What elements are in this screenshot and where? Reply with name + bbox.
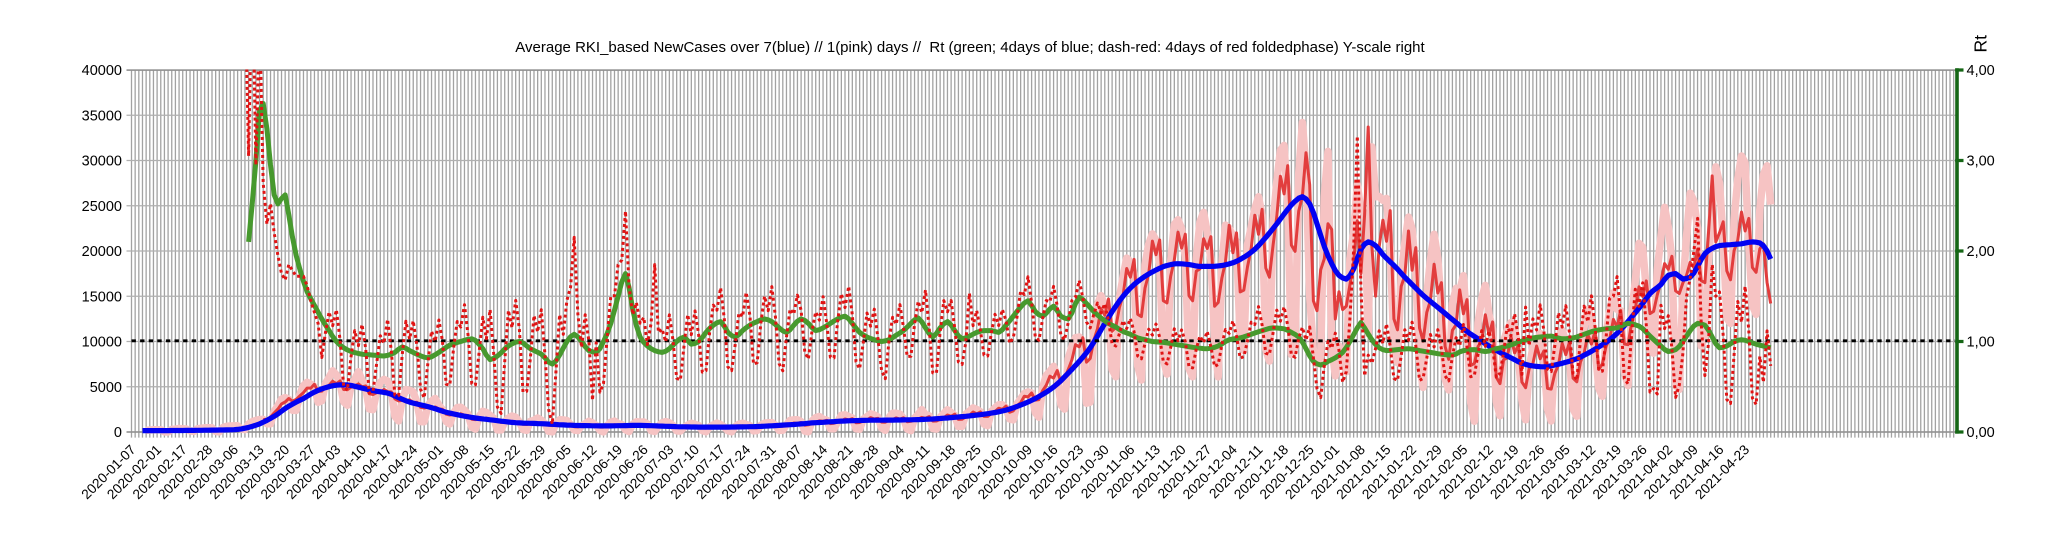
svg-text:Average RKI_based NewCases ove: Average RKI_based NewCases over 7(blue) …: [515, 39, 1425, 56]
svg-text:Rt: Rt: [1971, 35, 1991, 53]
svg-text:0: 0: [114, 425, 122, 441]
svg-text:3,00: 3,00: [1967, 154, 1995, 170]
svg-text:20000: 20000: [82, 244, 122, 260]
svg-text:0,00: 0,00: [1967, 425, 1995, 441]
svg-text:1,00: 1,00: [1967, 335, 1995, 351]
svg-text:10000: 10000: [82, 335, 122, 351]
svg-text:4,00: 4,00: [1967, 63, 1995, 79]
svg-text:35000: 35000: [82, 108, 122, 124]
svg-text:5000: 5000: [90, 380, 122, 396]
svg-text:2,00: 2,00: [1967, 244, 1995, 260]
svg-text:40000: 40000: [82, 63, 122, 79]
svg-text:30000: 30000: [82, 154, 122, 170]
svg-text:25000: 25000: [82, 199, 122, 215]
svg-text:15000: 15000: [82, 289, 122, 305]
